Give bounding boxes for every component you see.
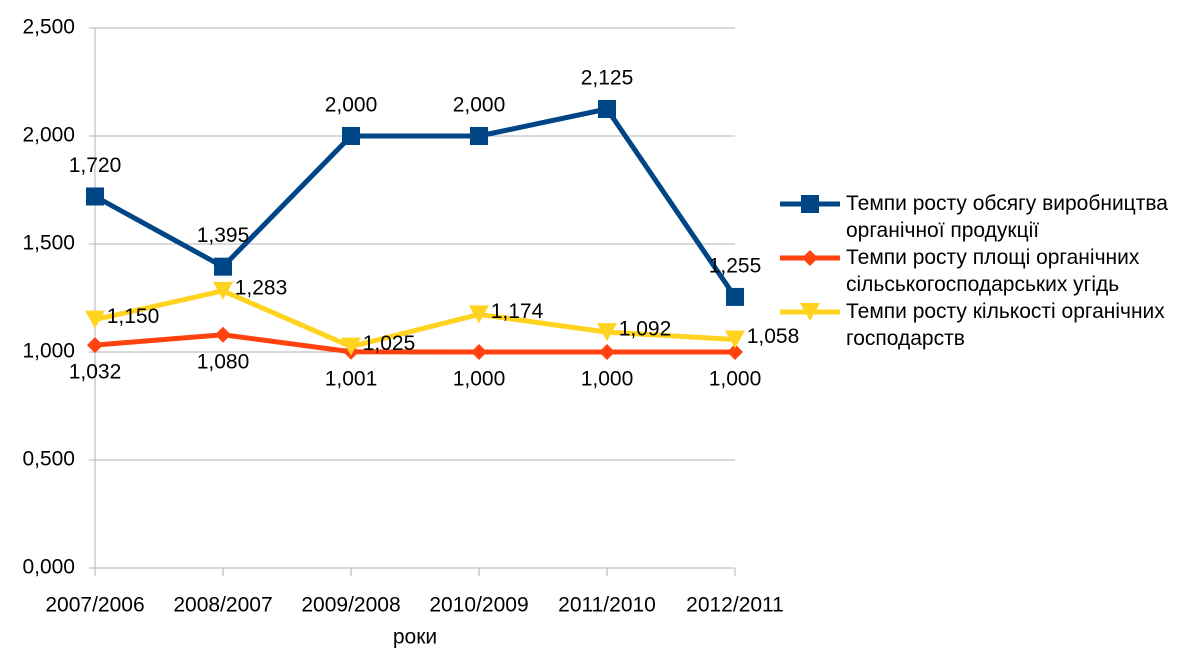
x-tick-label: 2012/2011 xyxy=(686,594,784,617)
data-label: 1,255 xyxy=(709,254,762,277)
y-tick-label: 1,500 xyxy=(22,232,75,255)
marker xyxy=(471,344,487,360)
data-label: 1,000 xyxy=(709,368,762,391)
y-tick-label: 1,000 xyxy=(22,340,75,363)
data-label: 1,058 xyxy=(747,325,800,348)
legend-swatch xyxy=(780,303,840,321)
data-label: 1,720 xyxy=(69,154,122,177)
marker xyxy=(800,303,820,321)
marker xyxy=(85,310,105,329)
x-axis-label: роки xyxy=(393,626,437,649)
marker xyxy=(470,127,488,145)
marker xyxy=(726,287,744,306)
marker xyxy=(727,344,743,360)
data-label: 1,283 xyxy=(235,276,288,299)
marker xyxy=(597,323,617,342)
legend-label: Темпи росту площі органічних сільськогос… xyxy=(846,246,1140,296)
legend-item: Темпи росту площі органічних сільськогос… xyxy=(780,244,1190,298)
marker xyxy=(725,330,745,349)
y-tick-label: 0,500 xyxy=(22,448,75,471)
y-tick-label: 0,000 xyxy=(22,556,75,579)
marker xyxy=(802,250,818,266)
data-label: 2,000 xyxy=(453,94,506,117)
marker xyxy=(213,281,233,300)
marker xyxy=(469,305,489,324)
x-tick-label: 2011/2010 xyxy=(558,594,656,617)
data-label: 1,174 xyxy=(491,300,544,323)
marker xyxy=(87,337,103,354)
legend-label: Темпи росту кількості органічних господа… xyxy=(846,300,1165,350)
marker xyxy=(215,326,231,343)
marker xyxy=(801,195,819,213)
marker xyxy=(342,127,360,145)
data-label: 1,001 xyxy=(325,367,378,390)
marker xyxy=(341,337,361,356)
data-label: 1,000 xyxy=(581,368,634,391)
data-label: 2,000 xyxy=(325,94,378,117)
data-label: 1,092 xyxy=(619,318,672,341)
legend-item: Темпи росту обсягу виробництва органічно… xyxy=(780,190,1190,244)
data-label: 1,080 xyxy=(197,350,250,373)
legend-label: Темпи росту обсягу виробництва органічно… xyxy=(846,192,1168,242)
marker xyxy=(598,100,616,118)
legend-item: Темпи росту кількості органічних господа… xyxy=(780,298,1190,352)
marker xyxy=(214,257,232,276)
legend: Темпи росту обсягу виробництва органічно… xyxy=(780,190,1190,352)
data-label: 1,032 xyxy=(69,361,122,384)
data-label: 1,025 xyxy=(363,332,416,355)
data-label: 1,395 xyxy=(197,224,250,247)
series-line xyxy=(93,106,738,299)
marker xyxy=(86,187,104,206)
data-label: 1,150 xyxy=(107,305,160,328)
series-line xyxy=(94,288,736,350)
x-tick-label: 2009/2008 xyxy=(301,594,400,617)
x-tick-label: 2010/2009 xyxy=(429,594,528,617)
marker xyxy=(599,344,615,360)
series-line xyxy=(94,332,735,355)
y-tick-label: 2,000 xyxy=(22,124,75,147)
legend-swatch xyxy=(780,250,840,266)
data-label: 1,000 xyxy=(453,368,506,391)
x-tick-label: 2008/2007 xyxy=(173,594,272,617)
y-tick-label: 2,500 xyxy=(22,16,75,39)
x-tick-label: 2007/2006 xyxy=(45,594,144,617)
data-label: 2,125 xyxy=(581,67,634,90)
legend-swatch xyxy=(780,195,840,213)
